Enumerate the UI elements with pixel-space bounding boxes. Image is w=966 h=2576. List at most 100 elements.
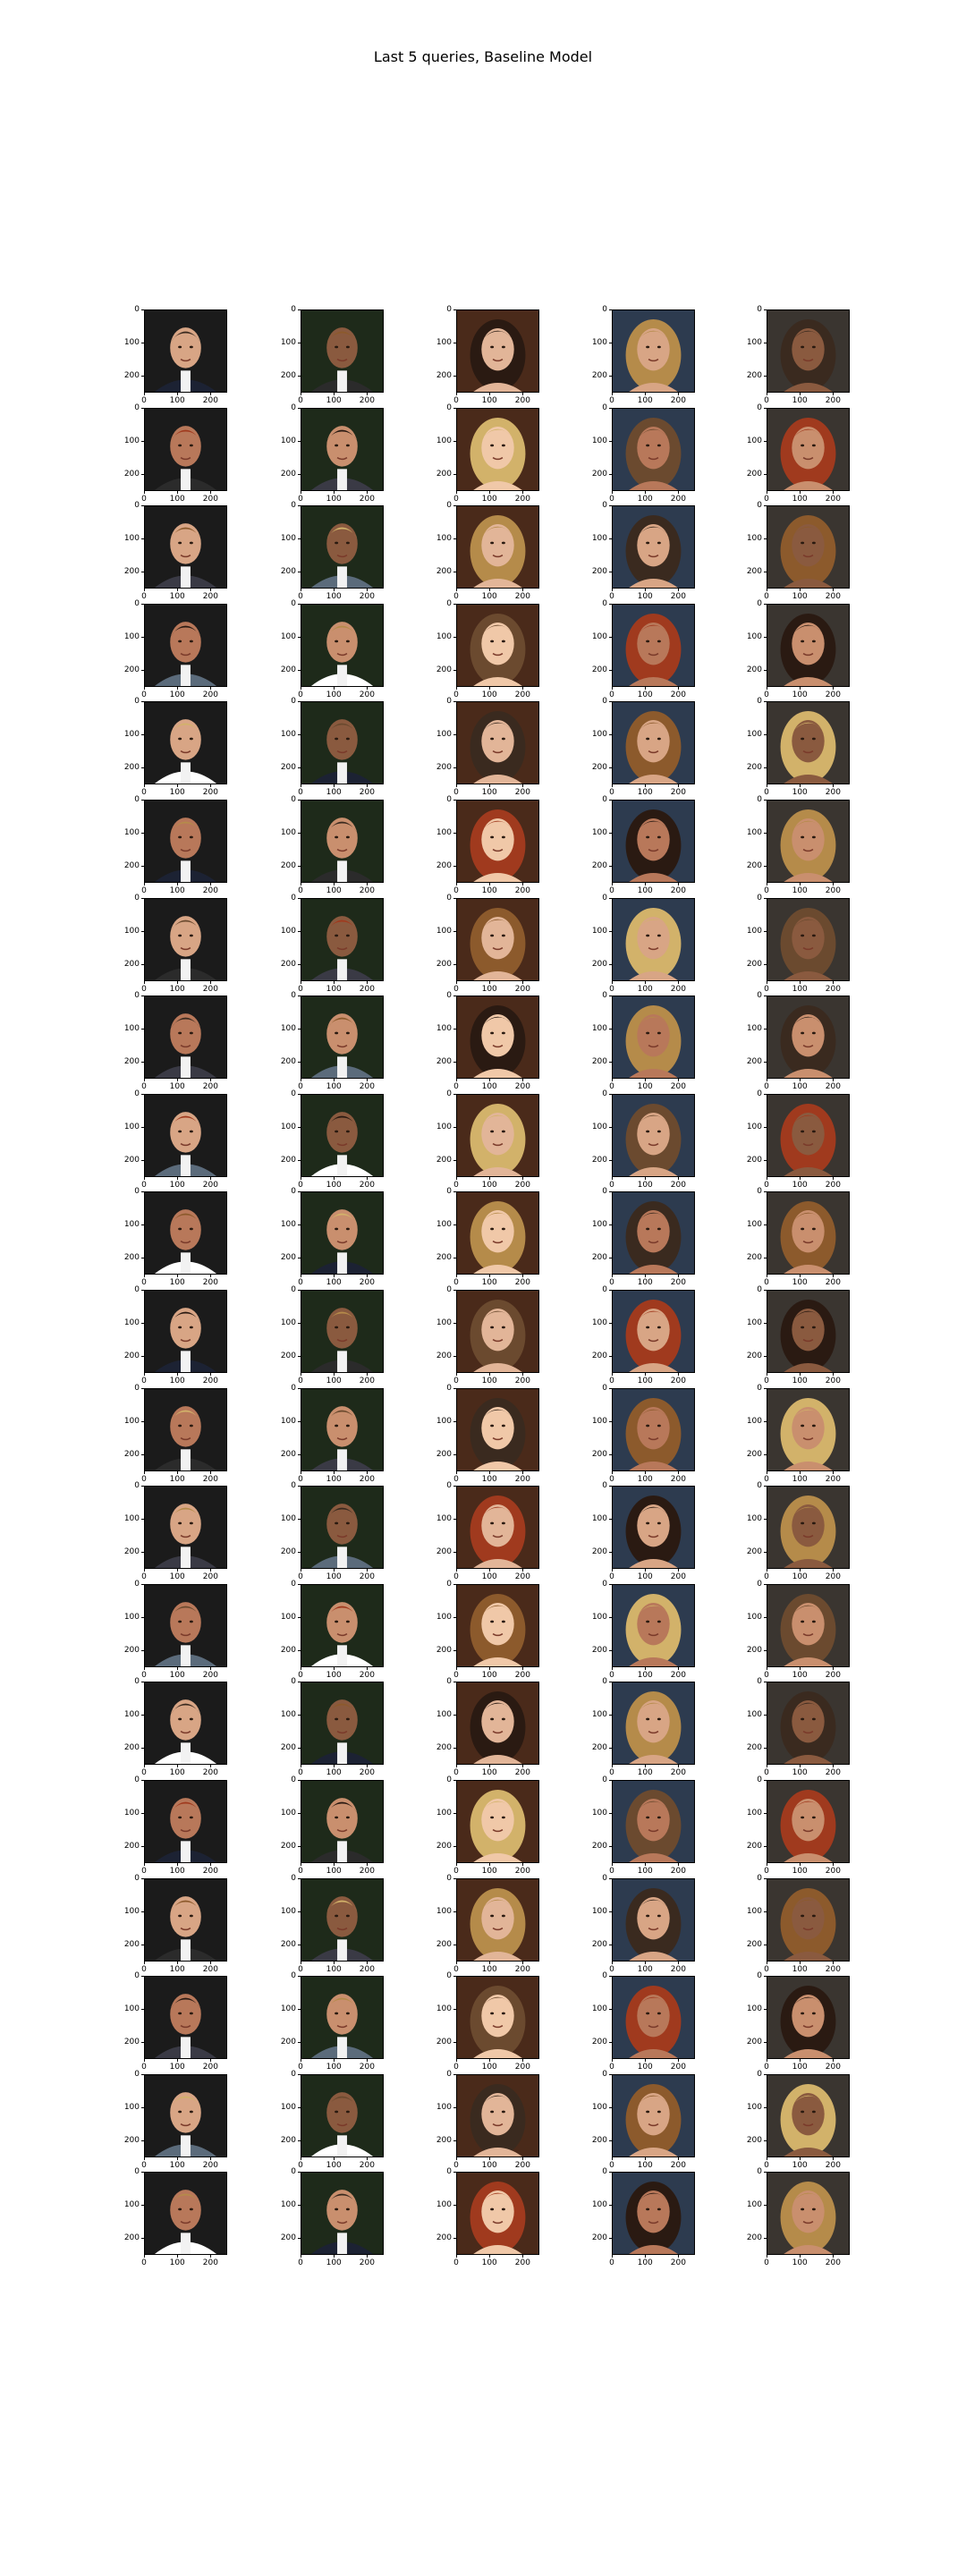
x-tick-mark [367,589,369,591]
y-tick-mark [453,1650,456,1652]
y-tick-mark [609,1617,612,1619]
x-tick-mark [678,981,680,984]
x-tick-mark [833,1962,835,1964]
face-image [612,1976,695,2059]
y-tick-mark [609,701,612,702]
y-tick-label: 200 [280,2136,296,2146]
y-tick-mark [298,538,301,540]
y-tick-mark [298,734,301,736]
x-tick-label: 200 [359,1965,375,1974]
y-tick-mark [141,1715,144,1716]
y-tick-label: 0 [446,991,452,1000]
y-tick-label: 200 [591,2038,607,2047]
face-image [301,408,384,491]
y-tick-label: 200 [746,1547,762,1557]
x-tick-label: 100 [481,788,497,797]
y-tick-mark [141,1094,144,1095]
y-tick-label: 0 [446,1089,452,1098]
y-tick-mark [141,408,144,409]
x-tick-mark [367,393,369,395]
y-tick-label: 100 [436,927,452,936]
face-image [612,996,695,1079]
y-tick-label: 200 [280,1940,296,1950]
y-tick-label: 100 [123,2004,140,2014]
y-tick-mark [298,2205,301,2207]
y-tick-mark [609,898,612,899]
y-tick-label: 0 [134,1874,140,1883]
y-tick-label: 0 [446,599,452,608]
x-tick-mark [645,1177,647,1180]
y-tick-mark [609,1454,612,1456]
x-tick-label: 200 [359,1181,375,1190]
y-tick-label: 100 [746,2200,762,2210]
y-tick-mark [764,1976,767,1977]
y-tick-mark [609,1356,612,1358]
y-tick-label: 100 [591,1907,607,1917]
y-tick-label: 200 [280,371,296,381]
y-tick-mark [453,1715,456,1716]
x-tick-mark [833,1667,835,1670]
face-image [144,2074,227,2157]
y-tick-label: 100 [123,1710,140,1720]
y-tick-mark [453,1584,456,1585]
x-tick-label: 100 [169,2161,185,2170]
x-tick-mark [177,2157,179,2160]
x-tick-label: 200 [825,2161,841,2170]
x-tick-mark [489,1177,491,1180]
x-tick-mark [210,1177,212,1180]
x-tick-mark [678,784,680,787]
y-tick-mark [453,2074,456,2075]
y-tick-mark [141,670,144,672]
x-tick-mark [489,491,491,494]
y-tick-label: 200 [591,1156,607,1165]
x-tick-mark [367,1177,369,1180]
y-tick-mark [609,2074,612,2075]
y-tick-label: 200 [746,371,762,381]
x-tick-label: 200 [202,2258,218,2267]
x-tick-label: 100 [637,1965,653,1974]
y-tick-mark [298,964,301,966]
y-tick-mark [141,1454,144,1456]
x-tick-label: 100 [637,495,653,504]
x-tick-mark [367,1471,369,1474]
x-tick-label: 100 [169,1965,185,1974]
x-tick-label: 200 [825,2063,841,2072]
y-tick-mark [764,1780,767,1781]
y-tick-mark [453,2107,456,2109]
y-tick-mark [453,833,456,835]
x-tick-label: 100 [637,1181,653,1190]
y-tick-label: 200 [591,861,607,871]
x-tick-label: 100 [637,2063,653,2072]
y-tick-label: 100 [591,1220,607,1230]
y-tick-mark [764,866,767,868]
x-tick-label: 200 [825,396,841,405]
x-tick-label: 200 [202,691,218,699]
y-tick-mark [298,2009,301,2011]
x-tick-label: 0 [609,1377,614,1385]
y-tick-mark [298,1388,301,1389]
x-tick-label: 0 [298,985,303,994]
y-tick-label: 100 [746,632,762,642]
x-tick-mark [833,2255,835,2258]
x-tick-mark [489,1569,491,1572]
y-tick-label: 100 [746,534,762,544]
x-tick-label: 100 [326,1377,342,1385]
y-tick-mark [764,604,767,605]
face-image [144,1682,227,1765]
y-tick-label: 0 [291,1580,296,1589]
y-tick-label: 100 [280,2004,296,2014]
x-tick-mark [645,1569,647,1572]
y-tick-label: 200 [123,1940,140,1950]
y-tick-label: 200 [123,1842,140,1852]
x-tick-mark [522,687,524,690]
x-tick-label: 200 [514,1867,530,1876]
x-tick-label: 100 [637,886,653,895]
x-tick-mark [522,2255,524,2258]
y-tick-label: 100 [591,632,607,642]
x-tick-mark [833,1275,835,1277]
y-tick-label: 200 [436,2038,452,2047]
y-tick-label: 100 [436,632,452,642]
x-tick-mark [612,393,613,395]
y-tick-label: 100 [123,1613,140,1623]
